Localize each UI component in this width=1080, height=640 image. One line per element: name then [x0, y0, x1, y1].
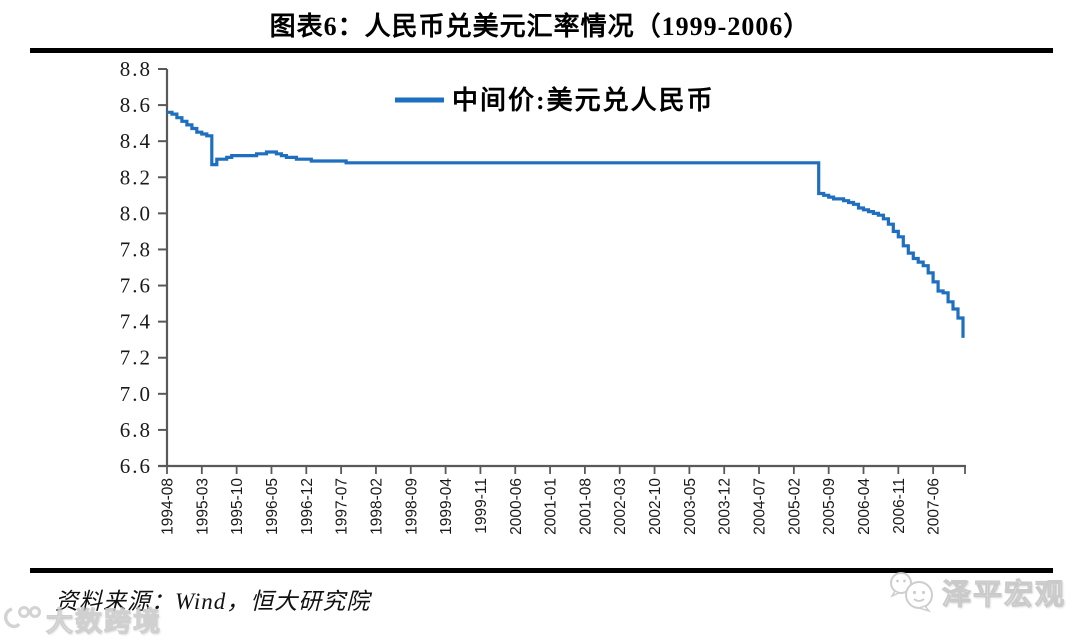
- x-tick-label: 2006-04: [856, 478, 873, 535]
- x-tick-label: 1998-02: [368, 478, 385, 535]
- x-tick-label: 1994-08: [160, 478, 177, 535]
- x-tick-label: 1996-05: [264, 478, 281, 535]
- bottom-rule: [30, 568, 1053, 573]
- y-tick-label: 8.8: [120, 57, 152, 81]
- x-tick-label: 2006-11: [891, 478, 908, 534]
- x-tick-label: 2002-10: [647, 478, 664, 535]
- x-tick-label: 1996-12: [299, 478, 316, 535]
- x-tick-label: 1995-10: [229, 478, 246, 535]
- x-tick-label: 1998-09: [403, 478, 420, 535]
- x-tick-label: 2004-07: [752, 478, 769, 535]
- watermark-left-text: 大数跨境: [46, 607, 162, 638]
- y-tick-label: 7.2: [120, 346, 152, 370]
- x-tick-label: 2003-05: [682, 478, 699, 535]
- x-tick-label: 1999-04: [438, 478, 455, 535]
- x-tick-label: 2002-03: [612, 478, 629, 535]
- chart-title: 图表6：人民币兑美元汇率情况（1999-2006）: [269, 12, 811, 41]
- exchange-rate-line: [167, 110, 965, 338]
- x-tick-label: 2007-06: [926, 478, 943, 535]
- y-tick-label: 7.8: [120, 237, 152, 261]
- dashu-logo-icon: [3, 605, 41, 628]
- legend-label: 中间价:美元兑人民币: [452, 85, 715, 115]
- y-tick-label: 6.8: [120, 418, 152, 442]
- watermark-left: 大数跨境: [2, 600, 162, 639]
- x-tick-label: 2001-01: [543, 478, 560, 535]
- y-tick-label: 8.2: [120, 165, 152, 189]
- top-rule: [30, 48, 1053, 53]
- wechat-bubbles-icon: [889, 572, 933, 613]
- y-tick-label: 8.0: [120, 201, 152, 225]
- watermark-right-text: 泽平宏观: [941, 579, 1066, 612]
- y-tick-label: 8.6: [120, 93, 152, 117]
- x-tick-label: 2003-12: [717, 478, 734, 535]
- y-tick-label: 7.4: [120, 310, 152, 334]
- x-tick-label: 2000-06: [508, 478, 525, 535]
- x-tick-label: 1995-03: [194, 478, 211, 535]
- watermark-right: 泽平宏观: [886, 570, 1066, 614]
- y-tick-label: 8.4: [120, 129, 152, 153]
- x-tick-label: 2005-02: [786, 478, 803, 535]
- x-tick-label: 2001-08: [577, 478, 594, 535]
- x-tick-label: 1997-07: [334, 478, 351, 535]
- y-tick-label: 7.6: [120, 274, 152, 298]
- source-label: 资料来源：Wind，恒大研究院: [55, 589, 371, 614]
- x-tick-label: 1999-11: [473, 478, 490, 534]
- y-tick-label: 7.0: [120, 382, 152, 406]
- x-tick-label: 2005-09: [821, 478, 838, 535]
- y-tick-label: 6.6: [120, 454, 152, 478]
